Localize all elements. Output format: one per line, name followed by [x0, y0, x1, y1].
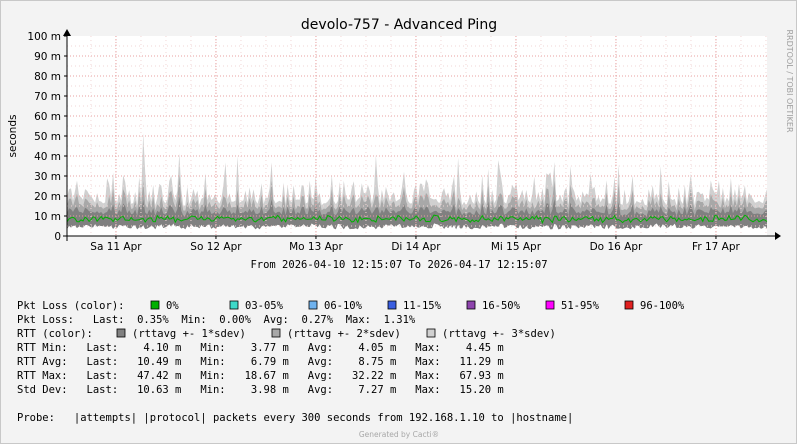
pkt-loss-color-swatch: [624, 300, 634, 310]
y-ticks: 0 10 m 20 m 30 m 40 m 50 m 60 m 70 m 80 m 90 m 100…: [27, 31, 67, 243]
y-tick-label: 100 m: [27, 31, 61, 43]
y-tick-label: 50 m: [34, 131, 61, 143]
x-tick-label: Di 14 Apr: [391, 241, 441, 253]
pkt-loss-color-title: Pkt Loss (color):: [17, 300, 124, 312]
rtt-color-swatch: [116, 328, 126, 338]
generated-by-credit: Generated by Cacti®: [359, 430, 439, 439]
median-rtt-line: [66, 214, 768, 225]
pkt-loss-color-swatch: [229, 300, 239, 310]
rtt-avg-stats: RTT Avg: Last: 10.49 m Min: 6.79 m Avg: …: [17, 356, 504, 368]
rtt-color-label: (rttavg +- 1*sdev): [132, 328, 246, 340]
x-tick-label: So 12 Apr: [190, 241, 242, 253]
pkt-loss-color-label: 11-15%: [403, 300, 442, 312]
legend: Pkt Loss (color): 0% 03-05% 06-10% 11-15% 16…: [17, 300, 685, 424]
x-tick-label: Mo 13 Apr: [289, 241, 343, 253]
rtt-color-swatch: [426, 328, 436, 338]
rtt-color-swatch: [271, 328, 281, 338]
pkt-loss-color-label: 51-95%: [561, 300, 600, 312]
pkt-loss-stats: Pkt Loss: Last: 0.35% Min: 0.00% Avg: 0.…: [17, 314, 416, 326]
probe-description: Probe: |attempts| |protocol| packets eve…: [17, 412, 573, 424]
pkt-loss-color-swatches: 0% 03-05% 06-10% 11-15% 16-50% 51-95% 96-100%: [150, 300, 685, 312]
y-tick-label: 30 m: [34, 171, 61, 183]
y-tick-label: 10 m: [34, 211, 61, 223]
rtt-max-stats: RTT Max: Last: 47.42 m Min: 18.67 m Avg:…: [17, 370, 504, 382]
time-range-label: From 2026-04-10 12:15:07 To 2026-04-17 1…: [250, 259, 547, 271]
y-tick-label: 0: [54, 231, 61, 243]
pkt-loss-color-label: 16-50%: [482, 300, 521, 312]
rtt-color-swatches: (rttavg +- 1*sdev) (rttavg +- 2*sdev) (rtt…: [116, 328, 556, 340]
y-axis-arrow: [63, 29, 71, 36]
grid-lines: [67, 36, 767, 236]
pkt-loss-color-swatch: [545, 300, 555, 310]
y-tick-label: 70 m: [34, 91, 61, 103]
rtt-band-1sdev: [67, 196, 767, 230]
y-tick-label: 60 m: [34, 111, 61, 123]
pkt-loss-color-label: 96-100%: [640, 300, 685, 312]
x-axis-arrow: [775, 232, 781, 240]
pkt-loss-color-label: 0%: [166, 300, 179, 312]
pkt-loss-color-swatch: [308, 300, 318, 310]
x-tick-label: Mi 15 Apr: [491, 241, 542, 253]
x-ticks: Sa 11 Apr So 12 Apr Mo 13 Apr Di 14 Apr Mi 1…: [90, 236, 741, 253]
pkt-loss-color-label: 03-05%: [245, 300, 284, 312]
pkt-loss-color-swatch: [387, 300, 397, 310]
x-tick-label: Fr 17 Apr: [692, 241, 740, 253]
chart-title: devolo-757 - Advanced Ping: [301, 17, 497, 33]
std-dev-stats: Std Dev: Last: 10.63 m Min: 3.98 m Avg: …: [17, 384, 504, 396]
y-tick-label: 90 m: [34, 51, 61, 63]
pkt-loss-color-swatch: [466, 300, 476, 310]
pkt-loss-color-swatch: [150, 300, 160, 310]
rtt-color-label: (rttavg +- 3*sdev): [442, 328, 556, 340]
y-tick-label: 40 m: [34, 151, 61, 163]
y-tick-label: 80 m: [34, 71, 61, 83]
x-tick-label: Sa 11 Apr: [90, 241, 142, 253]
pkt-loss-color-label: 06-10%: [324, 300, 363, 312]
y-axis-label: seconds: [7, 115, 19, 158]
rtt-min-stats: RTT Min: Last: 4.10 m Min: 3.77 m Avg: 4…: [17, 342, 504, 354]
y-tick-label: 20 m: [34, 191, 61, 203]
rtt-color-title: RTT (color):: [17, 328, 93, 340]
rtt-color-label: (rttavg +- 2*sdev): [287, 328, 401, 340]
x-tick-label: Do 16 Apr: [590, 241, 643, 253]
rrdtool-side-label: RRDTOOL / TOBI OETIKER: [785, 29, 794, 132]
